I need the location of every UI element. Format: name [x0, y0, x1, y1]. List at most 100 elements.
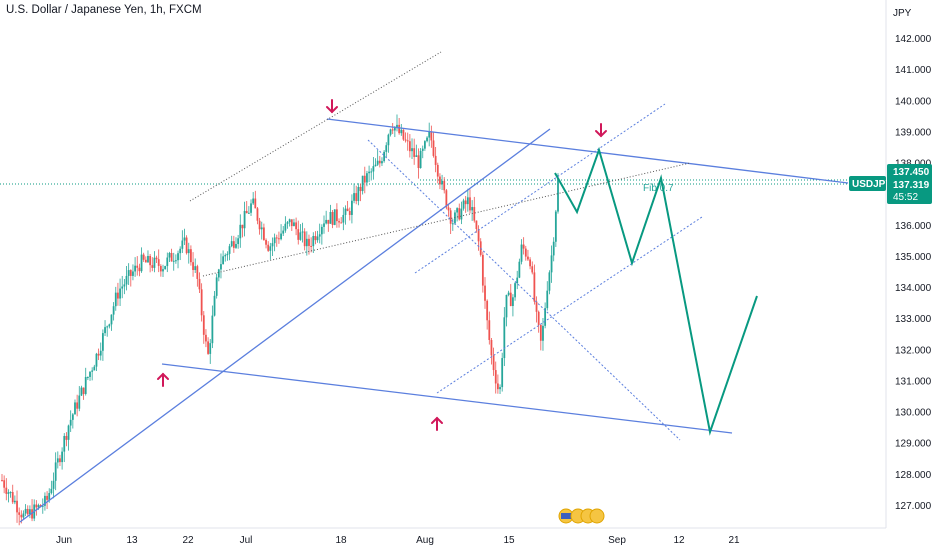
candle-body	[256, 208, 259, 221]
time-axis[interactable]: Jun 13 22 Jul 18 Aug 15 Sep 12 21	[56, 535, 740, 546]
candle-body	[445, 190, 448, 208]
candle-body	[554, 211, 557, 242]
candle-body	[138, 267, 141, 272]
candle-body	[293, 222, 295, 227]
candle-body	[129, 270, 132, 276]
channel-lower-trendline[interactable]	[161, 363, 733, 434]
candle-body	[209, 343, 212, 354]
candle-body	[456, 208, 459, 213]
down-arrow-icon	[595, 123, 607, 138]
candle-body	[127, 270, 130, 276]
candle-body	[518, 261, 521, 278]
rising-support-line[interactable]	[19, 128, 551, 523]
candle-body	[331, 211, 334, 225]
candle-body	[157, 259, 160, 266]
candle-body	[533, 272, 536, 302]
candle-body	[174, 260, 177, 262]
price-tick-label: 142.000	[895, 34, 932, 45]
candle-body	[344, 208, 347, 215]
candle-body	[387, 134, 390, 146]
candle-body	[413, 148, 416, 157]
time-tick-label: 15	[503, 535, 515, 546]
candle-body	[376, 160, 379, 165]
candle-body	[86, 376, 89, 378]
candle-body	[22, 513, 25, 518]
fib-diagonal-line[interactable]	[367, 139, 681, 441]
candle-body	[215, 277, 218, 296]
candle-body	[404, 139, 407, 141]
candle-body	[490, 339, 493, 356]
candle-body	[226, 253, 229, 256]
candle-body	[48, 493, 51, 500]
candle-body	[168, 252, 171, 258]
candle-body	[417, 155, 420, 169]
candle-body	[524, 248, 527, 257]
candle-body	[254, 198, 257, 209]
channel-upper-trendline[interactable]	[326, 118, 849, 184]
current-price-tag: 137.319	[893, 180, 930, 191]
candle-body	[447, 207, 450, 211]
candle-body	[179, 248, 182, 254]
candle-body	[462, 200, 465, 209]
candle-body	[222, 256, 225, 265]
upper-price-tag: 137.450	[893, 167, 930, 178]
candle-body	[265, 239, 267, 245]
candle-body	[190, 249, 192, 263]
candle-body	[275, 237, 278, 239]
candle-body	[338, 221, 340, 223]
price-axis[interactable]: 142.000141.000140.000139.000138.000137.0…	[895, 34, 932, 512]
drawings[interactable]: Fib 0.7	[19, 51, 849, 523]
candle-body	[325, 219, 328, 224]
candle-body	[355, 193, 358, 202]
candle-body	[89, 371, 91, 377]
candle-body	[486, 300, 489, 321]
time-tick-label: 18	[335, 535, 347, 546]
candle-body	[421, 148, 424, 151]
candle-body	[153, 257, 156, 268]
fib-channel-lower[interactable]	[436, 216, 703, 394]
arrow-markers	[157, 99, 607, 431]
candle-body	[396, 124, 398, 128]
candle-body	[269, 246, 272, 251]
candle-body	[282, 230, 285, 234]
candle-body	[308, 238, 310, 246]
candle-body	[245, 210, 248, 214]
candle-body	[522, 244, 525, 249]
candle-body	[372, 166, 375, 172]
candle-body	[235, 244, 237, 248]
candle-body	[501, 358, 504, 388]
economic-events[interactable]	[558, 508, 605, 524]
candle-body	[155, 257, 158, 260]
candle-body	[125, 275, 128, 285]
wedge-lower-dotted-line[interactable]	[202, 162, 691, 277]
up-arrow-icon	[157, 372, 169, 387]
candle-body	[297, 229, 300, 240]
candle-body	[74, 402, 76, 415]
price-tick-label: 130.000	[895, 408, 932, 419]
candle-body	[97, 353, 100, 356]
candle-body	[430, 131, 433, 141]
candle-body	[393, 127, 396, 131]
candle-body	[162, 269, 164, 272]
candle-body	[50, 488, 53, 494]
candle-body	[484, 285, 486, 301]
price-tick-label: 139.000	[895, 127, 932, 138]
candle-body	[359, 186, 362, 192]
candle-body	[56, 458, 59, 463]
candle-body	[183, 237, 186, 241]
price-projection-path[interactable]	[554, 146, 758, 436]
candle-body	[475, 220, 478, 230]
candle-body	[104, 327, 106, 334]
candle-body	[224, 255, 227, 257]
candle-body	[78, 395, 81, 409]
candle-body	[527, 256, 529, 260]
wedge-upper-dotted-line[interactable]	[189, 51, 442, 202]
event-icon[interactable]	[589, 508, 605, 524]
candle-body	[196, 266, 199, 279]
time-tick-label: 21	[728, 535, 740, 546]
candle-body	[357, 186, 360, 202]
symbol-tag-label: USDJPY	[852, 179, 892, 190]
candle-body	[273, 237, 276, 244]
candle-body	[509, 292, 512, 307]
